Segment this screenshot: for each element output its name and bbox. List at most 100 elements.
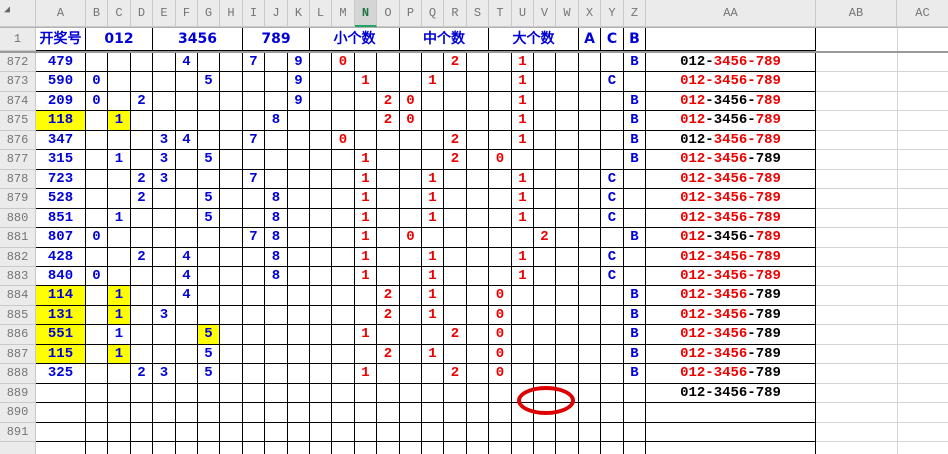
cell-890-X[interactable] — [579, 403, 601, 423]
cell-877-Z[interactable]: B — [624, 150, 646, 170]
cell-872-Z[interactable]: B — [624, 53, 646, 72]
cell-872-X[interactable] — [579, 53, 601, 72]
cell-876-U[interactable]: 1 — [512, 131, 534, 150]
cell-x-J[interactable] — [265, 442, 288, 454]
cell-873-D[interactable] — [131, 72, 153, 92]
cell-879-G[interactable]: 5 — [198, 189, 220, 209]
column-header-N[interactable]: N — [355, 0, 377, 27]
cell-887-Z[interactable]: B — [624, 345, 646, 364]
header-cell-AA[interactable] — [646, 28, 816, 51]
cell-876-Z[interactable]: B — [624, 131, 646, 150]
cell-879-L[interactable] — [310, 189, 332, 209]
cell-886-V[interactable] — [534, 325, 556, 345]
cell-886-P[interactable] — [400, 325, 422, 345]
cell-889-O[interactable] — [377, 384, 400, 403]
cell-876-P[interactable] — [400, 131, 422, 150]
cell-885-Z[interactable]: B — [624, 306, 646, 325]
cell-886-Q[interactable] — [422, 325, 444, 345]
cell-877-E[interactable]: 3 — [153, 150, 176, 170]
cell-887-X[interactable] — [579, 345, 601, 364]
cell-884-N[interactable] — [355, 286, 377, 306]
cell-887-D[interactable] — [131, 345, 153, 364]
cell-x-Z[interactable] — [624, 442, 646, 454]
cell-882-U[interactable]: 1 — [512, 248, 534, 267]
cell-882-E[interactable] — [153, 248, 176, 267]
cell-887-Q[interactable]: 1 — [422, 345, 444, 364]
cell-884-AA[interactable]: 012-3456-789 — [646, 286, 816, 306]
cell-890-F[interactable] — [176, 403, 198, 423]
cell-890-E[interactable] — [153, 403, 176, 423]
cell-872-U[interactable]: 1 — [512, 53, 534, 72]
cell-890-K[interactable] — [288, 403, 310, 423]
cell-881-F[interactable] — [176, 228, 198, 248]
cell-888-S[interactable] — [467, 364, 489, 384]
cell-886-K[interactable] — [288, 325, 310, 345]
cell-876-O[interactable] — [377, 131, 400, 150]
cell-873-A[interactable]: 590 — [36, 72, 86, 92]
cell-884-M[interactable] — [332, 286, 355, 306]
cell-876-E[interactable]: 3 — [153, 131, 176, 150]
cell-x-I[interactable] — [243, 442, 265, 454]
cell-886-D[interactable] — [131, 325, 153, 345]
cell-886-F[interactable] — [176, 325, 198, 345]
cell-886-AA[interactable]: 012-3456-789 — [646, 325, 816, 345]
cell-891-W[interactable] — [556, 423, 579, 442]
cell-874-G[interactable] — [198, 92, 220, 111]
cell-884-C[interactable]: 1 — [108, 286, 131, 306]
column-header-Z[interactable]: Z — [624, 0, 646, 27]
cell-878-H[interactable] — [220, 170, 243, 189]
cell-890-O[interactable] — [377, 403, 400, 423]
cell-883-D[interactable] — [131, 267, 153, 286]
row-header-875[interactable]: 875 — [0, 111, 36, 131]
cell-879-S[interactable] — [467, 189, 489, 209]
cell-889-C[interactable] — [108, 384, 131, 403]
cell-875-X[interactable] — [579, 111, 601, 131]
cell-890-T[interactable] — [489, 403, 512, 423]
header-cell-L[interactable]: 小个数 — [310, 28, 400, 51]
cell-874-Z[interactable]: B — [624, 92, 646, 111]
cell-881-I[interactable]: 7 — [243, 228, 265, 248]
cell-877-R[interactable]: 2 — [444, 150, 467, 170]
cell-877-L[interactable] — [310, 150, 332, 170]
cell-881-AA[interactable]: 012-3456-789 — [646, 228, 816, 248]
cell-888-X[interactable] — [579, 364, 601, 384]
column-header-K[interactable]: K — [288, 0, 310, 27]
cell-872-N[interactable] — [355, 53, 377, 72]
cell-x-M[interactable] — [332, 442, 355, 454]
cell-879-D[interactable]: 2 — [131, 189, 153, 209]
cell-x-K[interactable] — [288, 442, 310, 454]
cell-890-N[interactable] — [355, 403, 377, 423]
cell-888-A[interactable]: 325 — [36, 364, 86, 384]
cell-882-H[interactable] — [220, 248, 243, 267]
cell-x-G[interactable] — [198, 442, 220, 454]
cell-881-P[interactable]: 0 — [400, 228, 422, 248]
cell-887-G[interactable]: 5 — [198, 345, 220, 364]
row-header-880[interactable]: 880 — [0, 209, 36, 228]
cell-891-U[interactable] — [512, 423, 534, 442]
cell-891-F[interactable] — [176, 423, 198, 442]
cell-875-F[interactable] — [176, 111, 198, 131]
cell-x-O[interactable] — [377, 442, 400, 454]
cell-873-B[interactable]: 0 — [86, 72, 108, 92]
cell-879-P[interactable] — [400, 189, 422, 209]
cell-889-AA[interactable]: 012-3456-789 — [646, 384, 816, 403]
cell-876-V[interactable] — [534, 131, 556, 150]
cell-876-F[interactable]: 4 — [176, 131, 198, 150]
cell-886-L[interactable] — [310, 325, 332, 345]
cell-885-S[interactable] — [467, 306, 489, 325]
row-header-887[interactable]: 887 — [0, 345, 36, 364]
cell-889-T[interactable] — [489, 384, 512, 403]
cell-880-S[interactable] — [467, 209, 489, 228]
cell-872-L[interactable] — [310, 53, 332, 72]
cell-880-P[interactable] — [400, 209, 422, 228]
select-all-corner[interactable]: ◢ — [0, 0, 36, 27]
cell-876-B[interactable] — [86, 131, 108, 150]
cell-886-E[interactable] — [153, 325, 176, 345]
cell-873-H[interactable] — [220, 72, 243, 92]
row-header-876[interactable]: 876 — [0, 131, 36, 150]
cell-879-N[interactable]: 1 — [355, 189, 377, 209]
column-header-L[interactable]: L — [310, 0, 332, 27]
cell-880-T[interactable] — [489, 209, 512, 228]
cell-886-T[interactable]: 0 — [489, 325, 512, 345]
cell-885-AA[interactable]: 012-3456-789 — [646, 306, 816, 325]
